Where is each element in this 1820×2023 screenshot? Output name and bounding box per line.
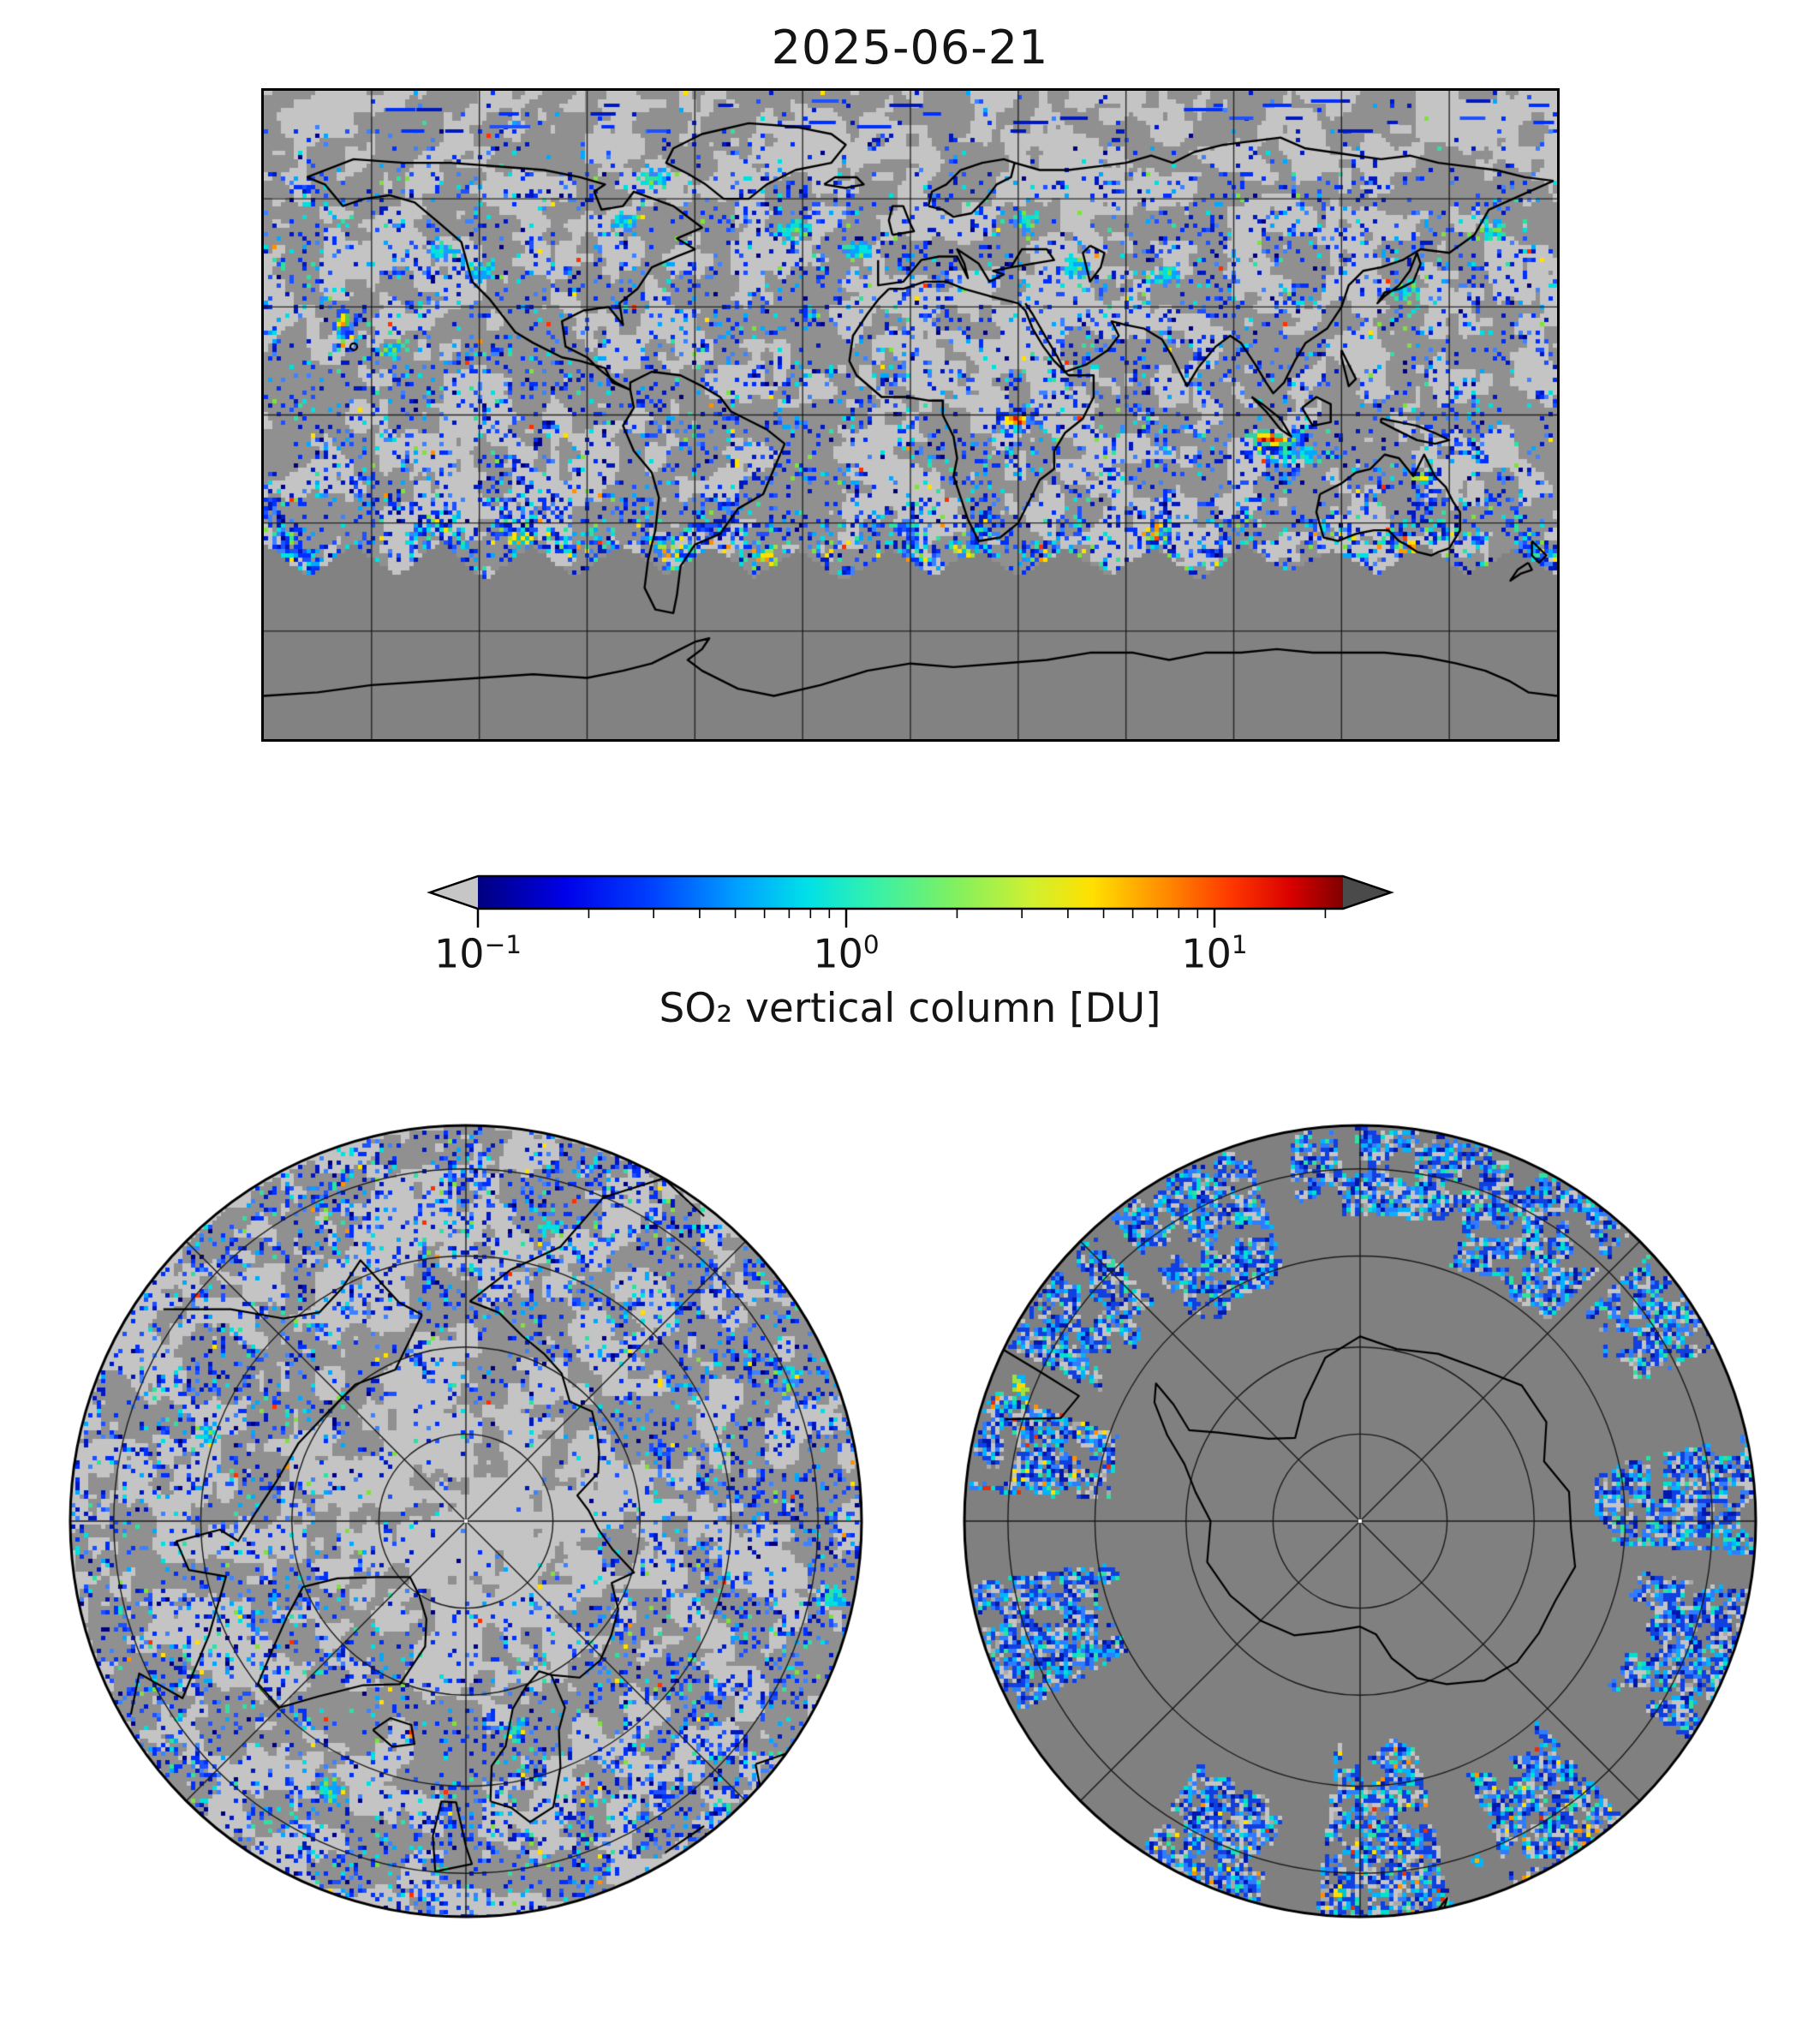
global-map-panel bbox=[261, 88, 1560, 742]
colorbar-tick-label: 100 bbox=[813, 930, 880, 977]
colorbar-under-arrow bbox=[430, 876, 478, 909]
colorbar-tick-label: 10−1 bbox=[434, 930, 522, 977]
colorbar-axis-label: SO₂ vertical column [DU] bbox=[659, 985, 1161, 1032]
global-map-canvas bbox=[264, 91, 1557, 739]
figure-title: 2025-06-21 bbox=[771, 21, 1049, 75]
colorbar-over-arrow bbox=[1343, 876, 1391, 909]
colorbar-ticks bbox=[476, 909, 1327, 928]
colorbar bbox=[427, 874, 1394, 928]
south-polar-map-canvas bbox=[961, 1122, 1759, 1920]
colorbar-bar bbox=[478, 876, 1343, 909]
north-polar-map-canvas bbox=[67, 1122, 865, 1920]
colorbar-tick-label: 101 bbox=[1181, 930, 1248, 977]
